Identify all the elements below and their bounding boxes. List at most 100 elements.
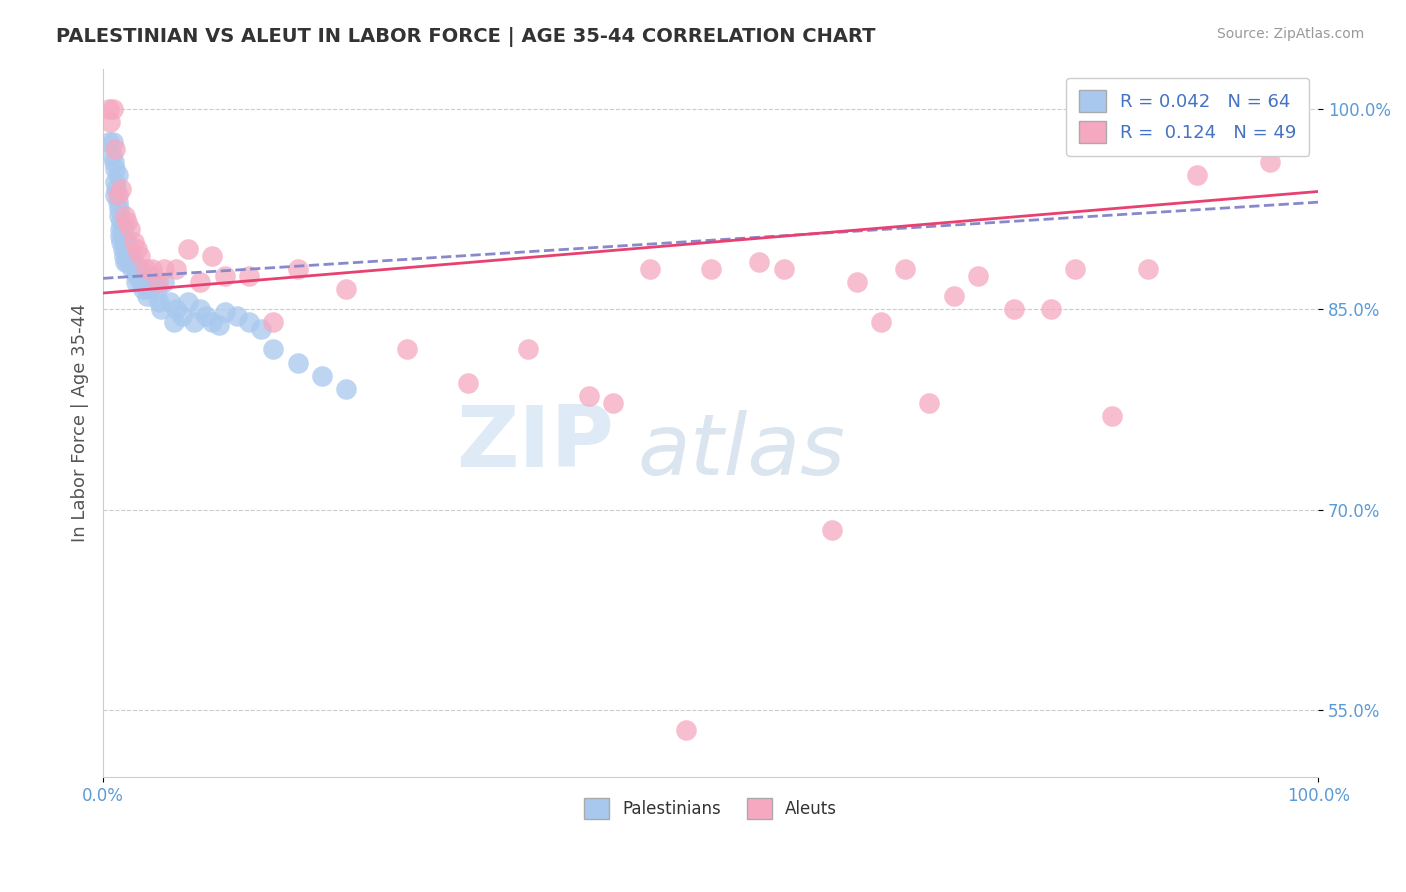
Point: [918, 395, 941, 409]
Point: [821, 523, 844, 537]
Point: [602, 395, 624, 409]
Point: [578, 389, 600, 403]
Point: [287, 355, 309, 369]
Point: [127, 242, 149, 256]
Point: [98, 135, 121, 149]
Point: [118, 255, 141, 269]
Point: [145, 282, 167, 296]
Point: [1101, 409, 1123, 423]
Point: [1064, 262, 1087, 277]
Point: [104, 142, 127, 156]
Point: [638, 262, 661, 277]
Point: [104, 161, 127, 176]
Point: [100, 148, 122, 162]
Point: [107, 169, 129, 183]
Point: [110, 235, 132, 250]
Point: [845, 276, 868, 290]
Point: [1185, 169, 1208, 183]
Point: [114, 255, 136, 269]
Y-axis label: In Labor Force | Age 35-44: In Labor Force | Age 35-44: [72, 303, 89, 542]
Point: [165, 262, 187, 277]
Point: [148, 295, 170, 310]
Point: [104, 175, 127, 189]
Point: [98, 102, 121, 116]
Point: [457, 376, 479, 390]
Point: [214, 268, 236, 283]
Point: [311, 368, 333, 383]
Point: [105, 182, 128, 196]
Point: [104, 188, 127, 202]
Point: [138, 282, 160, 296]
Point: [107, 195, 129, 210]
Point: [517, 342, 540, 356]
Point: [188, 302, 211, 317]
Point: [146, 276, 169, 290]
Point: [172, 309, 194, 323]
Point: [162, 315, 184, 329]
Point: [131, 268, 153, 283]
Point: [699, 262, 721, 277]
Point: [395, 342, 418, 356]
Point: [188, 276, 211, 290]
Point: [101, 102, 124, 116]
Point: [287, 262, 309, 277]
Point: [125, 276, 148, 290]
Point: [1004, 302, 1026, 317]
Point: [967, 268, 990, 283]
Point: [108, 202, 131, 216]
Point: [748, 255, 770, 269]
Point: [1258, 155, 1281, 169]
Point: [225, 309, 247, 323]
Point: [238, 268, 260, 283]
Point: [214, 305, 236, 319]
Point: [110, 182, 132, 196]
Point: [108, 228, 131, 243]
Point: [111, 222, 134, 236]
Point: [107, 188, 129, 202]
Point: [262, 315, 284, 329]
Point: [110, 215, 132, 229]
Point: [103, 155, 125, 169]
Point: [108, 222, 131, 236]
Point: [128, 249, 150, 263]
Point: [117, 235, 139, 250]
Point: [112, 249, 135, 263]
Point: [129, 276, 152, 290]
Point: [112, 228, 135, 243]
Point: [101, 135, 124, 149]
Point: [165, 302, 187, 317]
Point: [111, 242, 134, 256]
Point: [117, 215, 139, 229]
Point: [114, 235, 136, 250]
Point: [121, 262, 143, 277]
Point: [177, 295, 200, 310]
Point: [153, 276, 176, 290]
Point: [135, 289, 157, 303]
Point: [159, 295, 181, 310]
Point: [335, 282, 357, 296]
Point: [124, 262, 146, 277]
Point: [335, 382, 357, 396]
Point: [772, 262, 794, 277]
Point: [127, 268, 149, 283]
Point: [141, 268, 163, 283]
Text: Source: ZipAtlas.com: Source: ZipAtlas.com: [1216, 27, 1364, 41]
Point: [201, 249, 224, 263]
Text: atlas: atlas: [638, 409, 846, 492]
Point: [117, 255, 139, 269]
Point: [100, 115, 122, 129]
Point: [250, 322, 273, 336]
Point: [120, 249, 142, 263]
Point: [132, 282, 155, 296]
Point: [141, 262, 163, 277]
Point: [942, 289, 965, 303]
Text: PALESTINIAN VS ALEUT IN LABOR FORCE | AGE 35-44 CORRELATION CHART: PALESTINIAN VS ALEUT IN LABOR FORCE | AG…: [56, 27, 876, 46]
Point: [177, 242, 200, 256]
Point: [135, 276, 157, 290]
Point: [122, 235, 145, 250]
Point: [675, 723, 697, 737]
Point: [183, 315, 205, 329]
Point: [122, 255, 145, 269]
Point: [195, 309, 218, 323]
Point: [153, 262, 176, 277]
